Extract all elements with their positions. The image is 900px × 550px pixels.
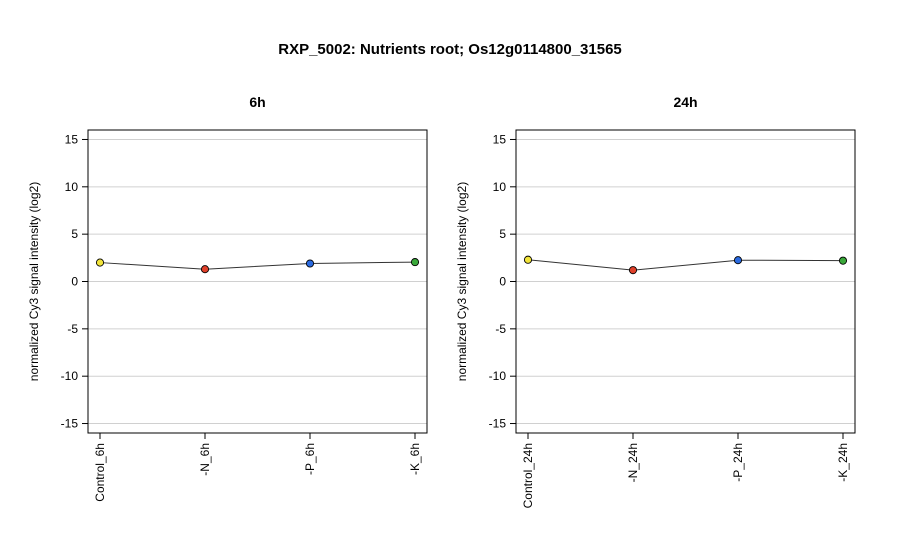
data-point	[200, 265, 210, 274]
y-tick-label: 0	[499, 275, 506, 289]
y-tick-label: -5	[495, 322, 506, 336]
y-tick-label: 0	[71, 275, 78, 289]
y-axis-label: normalized Cy3 signal intensity (log2)	[27, 182, 41, 381]
y-tick-label: -10	[61, 369, 79, 383]
x-tick-label: -K_6h	[408, 443, 422, 475]
panel-24h: 24h normalized Cy3 signal intensity (log…	[455, 94, 856, 508]
y-tick-label: 5	[71, 227, 78, 241]
panel-title: 24h	[673, 94, 697, 110]
data-point	[733, 256, 743, 265]
data-point	[628, 266, 638, 275]
y-tick-label: -15	[61, 417, 79, 431]
x-tick-label: -P_24h	[731, 443, 745, 482]
panel-6h: 6h normalized Cy3 signal intensity (log2…	[27, 94, 428, 502]
y-tick-label: -10	[489, 369, 507, 383]
series-line	[99, 261, 416, 270]
x-tick-label: Control_6h	[93, 443, 107, 502]
y-tick-label: 5	[499, 227, 506, 241]
x-tick-label: -N_6h	[198, 443, 212, 476]
data-point	[838, 256, 848, 265]
plot-frame	[87, 129, 428, 434]
y-tick-label: -15	[489, 417, 507, 431]
y-axis-label: normalized Cy3 signal intensity (log2)	[455, 182, 469, 381]
y-tick-label: 15	[493, 132, 507, 146]
x-tick-label: -K_24h	[836, 443, 850, 482]
y-tick-label: 15	[65, 132, 79, 146]
data-point	[95, 258, 105, 267]
panel-title: 6h	[249, 94, 265, 110]
series-line	[527, 259, 844, 271]
plot-frame	[515, 129, 856, 434]
y-tick-label: -5	[67, 322, 78, 336]
x-tick-label: -N_24h	[626, 443, 640, 482]
data-point	[305, 259, 315, 268]
y-tick-label: 10	[65, 180, 79, 194]
data-point	[410, 258, 420, 267]
x-tick-label: -P_6h	[303, 443, 317, 475]
x-tick-label: Control_24h	[521, 443, 535, 508]
chart-title: RXP_5002: Nutrients root; Os12g0114800_3…	[278, 41, 622, 58]
y-tick-label: 10	[493, 180, 507, 194]
data-point	[523, 255, 533, 264]
